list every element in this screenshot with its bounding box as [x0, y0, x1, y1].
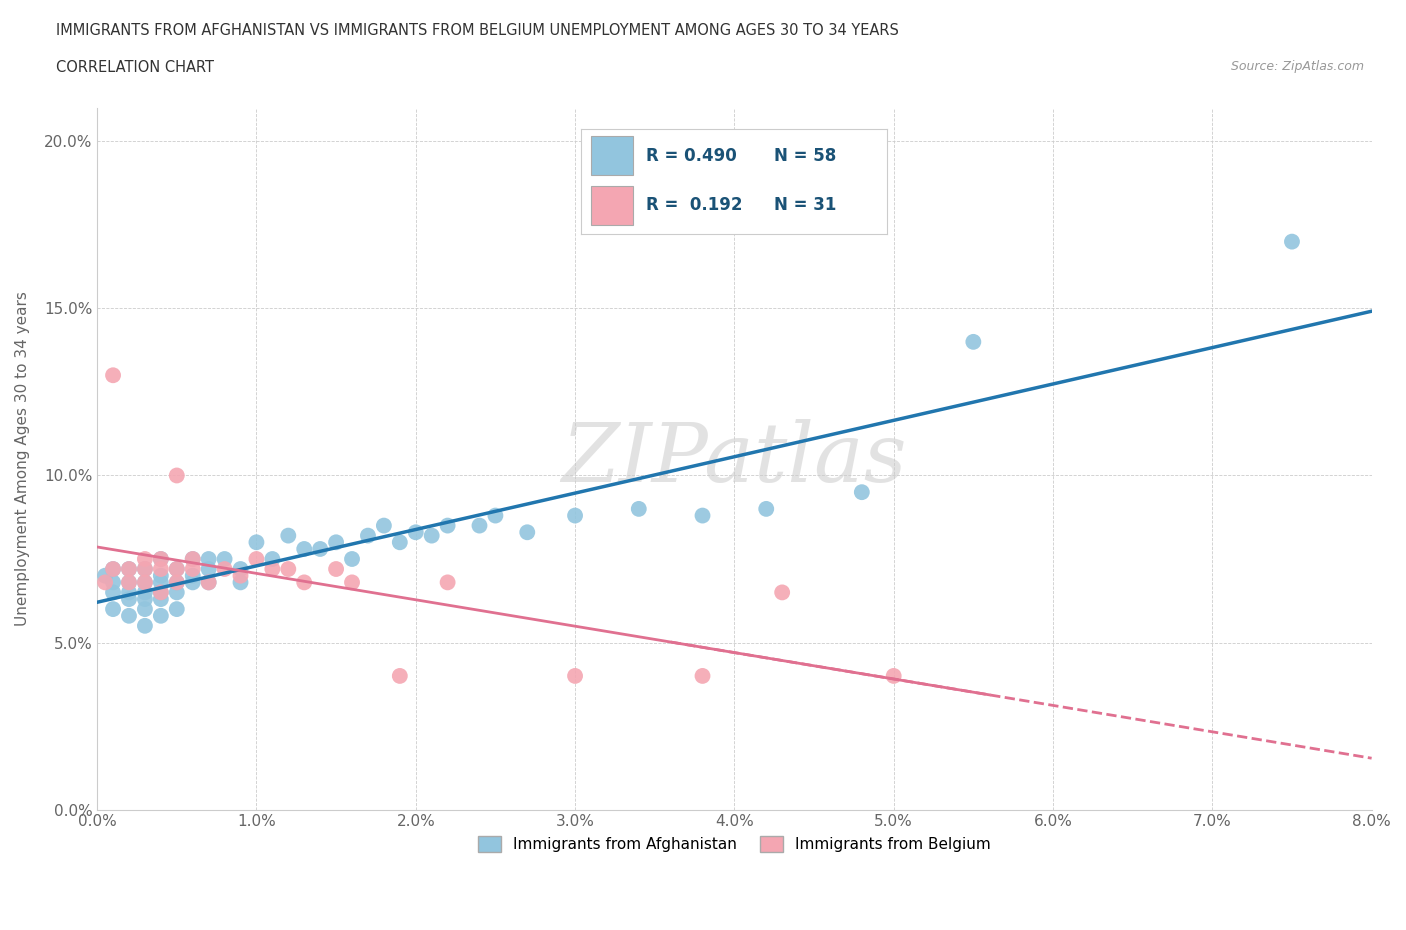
Point	[134, 575, 156, 590]
Point	[134, 562, 156, 577]
Point	[1281, 234, 1303, 249]
Point	[292, 541, 315, 556]
Point	[118, 585, 141, 600]
Point	[166, 585, 188, 600]
Point	[181, 562, 204, 577]
Point	[484, 508, 506, 523]
Point	[262, 551, 284, 566]
Point	[134, 562, 156, 577]
Point	[516, 525, 538, 539]
Point	[101, 585, 124, 600]
Point	[277, 528, 299, 543]
Point	[851, 485, 873, 499]
Point	[118, 562, 141, 577]
Point	[118, 562, 141, 577]
Point	[325, 535, 347, 550]
Point	[229, 562, 252, 577]
Point	[149, 551, 172, 566]
Point	[262, 562, 284, 577]
Point	[627, 501, 650, 516]
Point	[564, 669, 586, 684]
Point	[118, 591, 141, 606]
Point	[229, 575, 252, 590]
Point	[149, 591, 172, 606]
Point	[134, 575, 156, 590]
Point	[181, 568, 204, 583]
Point	[134, 602, 156, 617]
Point	[166, 562, 188, 577]
Point	[245, 551, 267, 566]
Point	[357, 528, 380, 543]
Point	[149, 562, 172, 577]
Point	[166, 468, 188, 483]
Text: CORRELATION CHART: CORRELATION CHART	[56, 60, 214, 75]
Point	[181, 551, 204, 566]
Point	[101, 575, 124, 590]
Point	[149, 551, 172, 566]
Point	[468, 518, 491, 533]
Text: IMMIGRANTS FROM AFGHANISTAN VS IMMIGRANTS FROM BELGIUM UNEMPLOYMENT AMONG AGES 3: IMMIGRANTS FROM AFGHANISTAN VS IMMIGRANT…	[56, 23, 898, 38]
Point	[277, 562, 299, 577]
Point	[692, 508, 714, 523]
Point	[166, 602, 188, 617]
Text: Source: ZipAtlas.com: Source: ZipAtlas.com	[1230, 60, 1364, 73]
Point	[436, 575, 458, 590]
Point	[118, 575, 141, 590]
Point	[94, 575, 117, 590]
Point	[229, 568, 252, 583]
Point	[197, 575, 219, 590]
Point	[420, 528, 443, 543]
Point	[962, 335, 984, 350]
Point	[692, 669, 714, 684]
Point	[197, 575, 219, 590]
Point	[94, 568, 117, 583]
Point	[309, 541, 332, 556]
Point	[340, 551, 363, 566]
Y-axis label: Unemployment Among Ages 30 to 34 years: Unemployment Among Ages 30 to 34 years	[15, 291, 30, 626]
Point	[340, 575, 363, 590]
Point	[134, 591, 156, 606]
Point	[149, 608, 172, 623]
Point	[564, 508, 586, 523]
Point	[197, 562, 219, 577]
Point	[325, 562, 347, 577]
Point	[101, 602, 124, 617]
Point	[149, 585, 172, 600]
Point	[755, 501, 778, 516]
Point	[373, 518, 395, 533]
Point	[166, 575, 188, 590]
Point	[149, 568, 172, 583]
Point	[118, 608, 141, 623]
Point	[388, 535, 411, 550]
Point	[134, 551, 156, 566]
Point	[181, 551, 204, 566]
Point	[292, 575, 315, 590]
Point	[134, 585, 156, 600]
Point	[388, 669, 411, 684]
Point	[181, 575, 204, 590]
Point	[149, 585, 172, 600]
Point	[214, 551, 236, 566]
Point	[214, 562, 236, 577]
Text: ZIPatlas: ZIPatlas	[561, 418, 907, 498]
Point	[101, 562, 124, 577]
Point	[101, 368, 124, 383]
Point	[149, 575, 172, 590]
Point	[118, 575, 141, 590]
Point	[245, 535, 267, 550]
Point	[197, 551, 219, 566]
Point	[134, 618, 156, 633]
Point	[405, 525, 427, 539]
Legend: Immigrants from Afghanistan, Immigrants from Belgium: Immigrants from Afghanistan, Immigrants …	[472, 830, 997, 858]
Point	[166, 562, 188, 577]
Point	[101, 562, 124, 577]
Point	[436, 518, 458, 533]
Point	[166, 575, 188, 590]
Point	[770, 585, 793, 600]
Point	[883, 669, 905, 684]
